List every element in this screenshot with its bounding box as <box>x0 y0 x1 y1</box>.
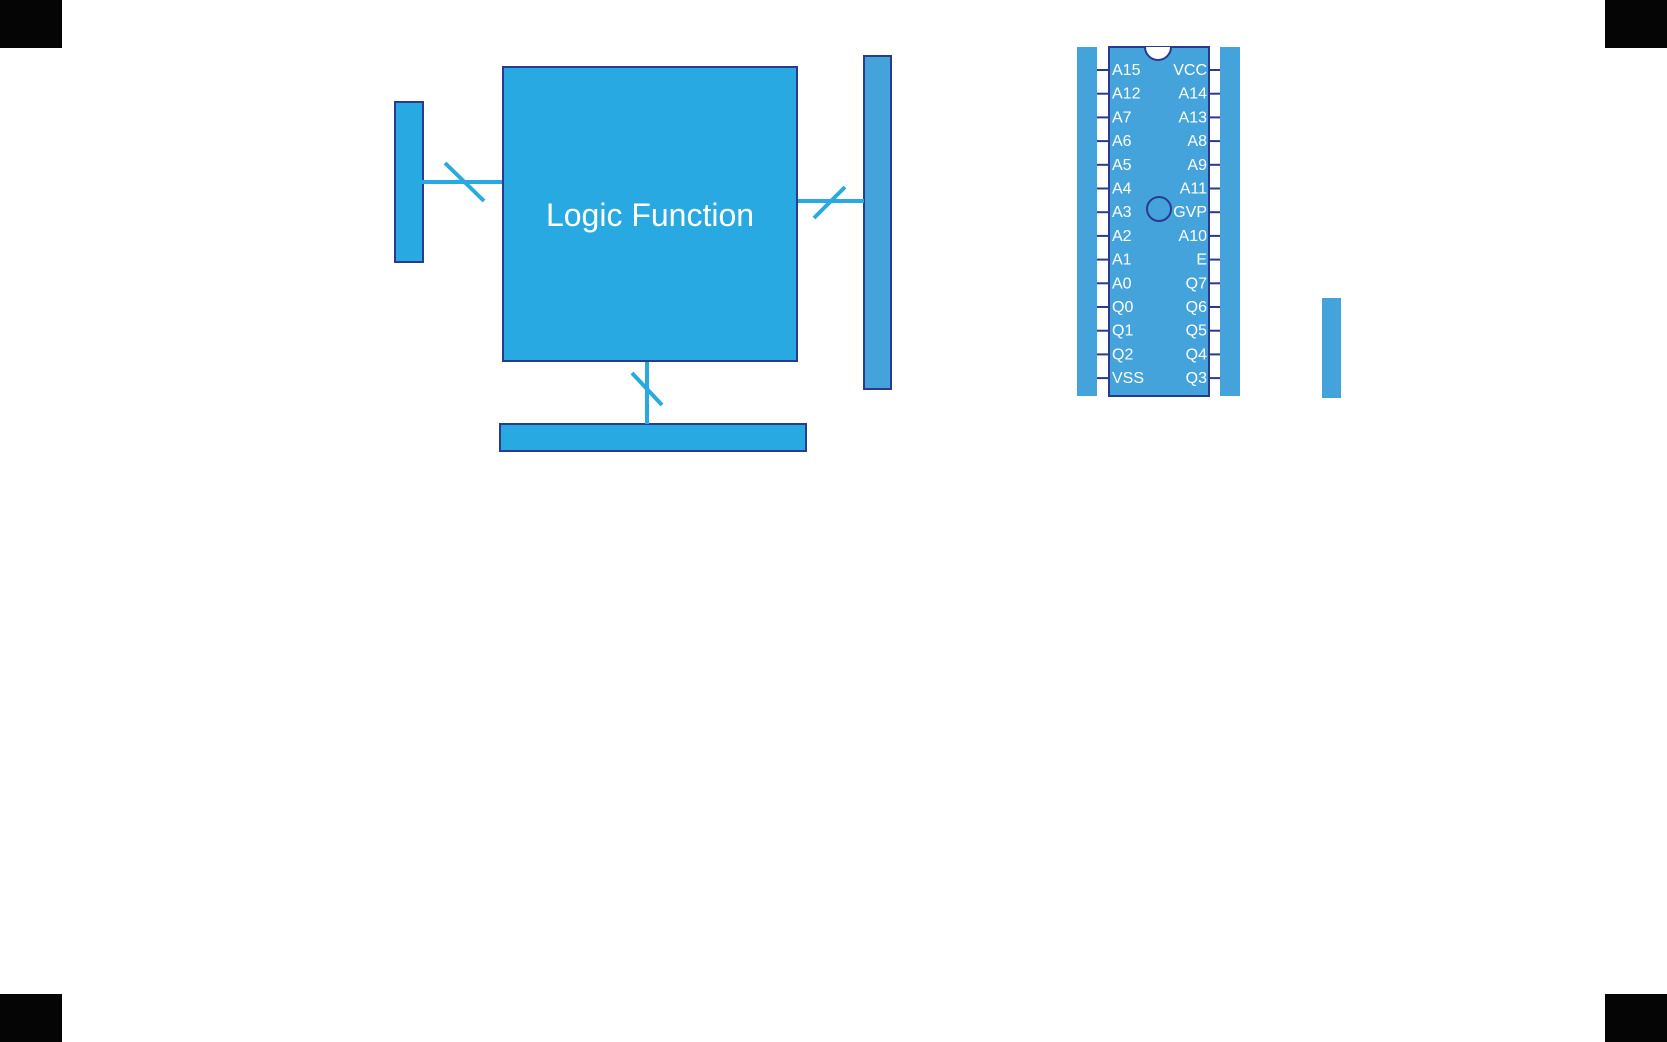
chip-left-pin-label: A3 <box>1112 204 1132 221</box>
chip-left-pin-label: A0 <box>1112 275 1132 292</box>
corner-mark-bottom-left <box>0 994 62 1042</box>
chip-right-pin-label: VCC <box>1173 62 1207 79</box>
logic-function-label: Logic Function <box>546 197 754 233</box>
chip-left-pin-label: A2 <box>1112 228 1132 245</box>
chip-right-bus-bar <box>1220 47 1240 396</box>
chip-left-pin-label: A6 <box>1112 133 1132 150</box>
chip-right-pin-label: Q4 <box>1186 346 1207 363</box>
corner-mark-top-left <box>0 0 62 48</box>
chip-right-pin-label: A9 <box>1187 157 1207 174</box>
chip-right-pin-labels: VCC A14 A13 A8 A9 A11 GVP A10 E Q7 Q6 Q5 Q4 Q3 <box>1173 62 1207 387</box>
chip-right-pin-label: Q3 <box>1186 370 1207 387</box>
chip-notch <box>1144 46 1172 61</box>
chip-right-pin-label: Q7 <box>1186 275 1207 292</box>
corner-mark-top-right <box>1605 0 1667 48</box>
bottom-wire-bus-slash <box>630 371 664 407</box>
logic-function-block <box>502 66 798 362</box>
chip-pin-stubs <box>1097 69 1220 380</box>
chip-right-pin-label: A8 <box>1187 133 1207 150</box>
chip-right-pin-label: A10 <box>1179 228 1208 245</box>
chip-left-pin-label: Q1 <box>1112 323 1133 340</box>
chip-right-pin-label: Q6 <box>1186 299 1207 316</box>
standalone-bus-bar <box>1322 298 1341 398</box>
chip-pin1-marker-dot <box>1146 196 1172 222</box>
chip-right-pin-label: A14 <box>1179 86 1208 103</box>
chip-left-pin-label: A5 <box>1112 157 1132 174</box>
chip-left-pin-label: Q0 <box>1112 299 1133 316</box>
bottom-bus-bar <box>499 423 807 452</box>
chip-right-pin-label: E <box>1196 252 1207 269</box>
chip-left-pin-label: A7 <box>1112 109 1132 126</box>
chip-left-pin-label: A4 <box>1112 181 1132 198</box>
memory-chip: A15 A12 A7 A6 A5 A4 A3 A2 A1 A0 Q0 Q1 Q2 VSS VCC A14 A1… <box>1077 46 1240 397</box>
chip-left-pin-label: A12 <box>1112 86 1141 103</box>
right-bus-bar <box>863 55 892 390</box>
chip-left-bus-bar <box>1077 47 1097 396</box>
chip-right-pin-label: A13 <box>1179 109 1208 126</box>
logic-function-group: Logic Function <box>394 55 892 452</box>
left-wire-bus-slash <box>443 161 486 203</box>
chip-right-pin-label: GVP <box>1173 204 1207 221</box>
corner-mark-bottom-right <box>1605 994 1667 1042</box>
chip-left-pin-label: Q2 <box>1112 346 1133 363</box>
chip-left-pin-label: A15 <box>1112 62 1141 79</box>
right-wire-bus-slash <box>812 185 847 220</box>
chip-left-pin-label: VSS <box>1112 370 1144 387</box>
chip-right-pin-label: Q5 <box>1186 323 1207 340</box>
chip-left-pin-label: A1 <box>1112 252 1132 269</box>
chip-right-pin-label: A11 <box>1180 181 1207 198</box>
chip-left-pin-labels: A15 A12 A7 A6 A5 A4 A3 A2 A1 A0 Q0 Q1 Q2 VSS <box>1112 62 1144 387</box>
